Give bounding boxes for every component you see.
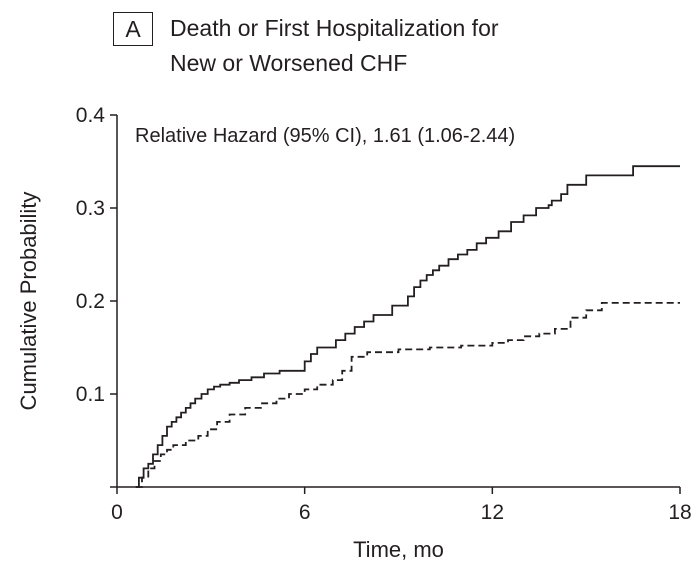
chart-title-line-1: Death or First Hospitalization for (170, 15, 499, 41)
x-tick-label: 18 (668, 501, 691, 524)
panel-label: A (125, 16, 141, 42)
x-tick-label: 0 (111, 501, 123, 524)
y-tick-label: 0.1 (76, 383, 105, 406)
series-line-solid (135, 165, 680, 488)
series-group (135, 165, 680, 488)
y-tick-label: 0.4 (76, 104, 106, 127)
y-tick-label: 0.3 (76, 197, 105, 220)
y-tick-label: 0.2 (76, 290, 105, 313)
x-tick-label: 6 (299, 501, 311, 524)
x-tick-label: 12 (481, 501, 504, 524)
chart-title-line-2: New or Worsened CHF (170, 50, 408, 76)
panel-label-box: A (113, 12, 153, 46)
relative-hazard-annotation: Relative Hazard (95% CI), 1.61 (1.06-2.4… (135, 125, 516, 147)
x-axis-label: Time, mo (353, 537, 444, 562)
y-axis-label: Cumulative Probability (16, 192, 41, 411)
axes: 0 6 12 18 0.1 0.2 0.3 0.4 (76, 104, 692, 524)
series-line-dashed (135, 302, 680, 488)
